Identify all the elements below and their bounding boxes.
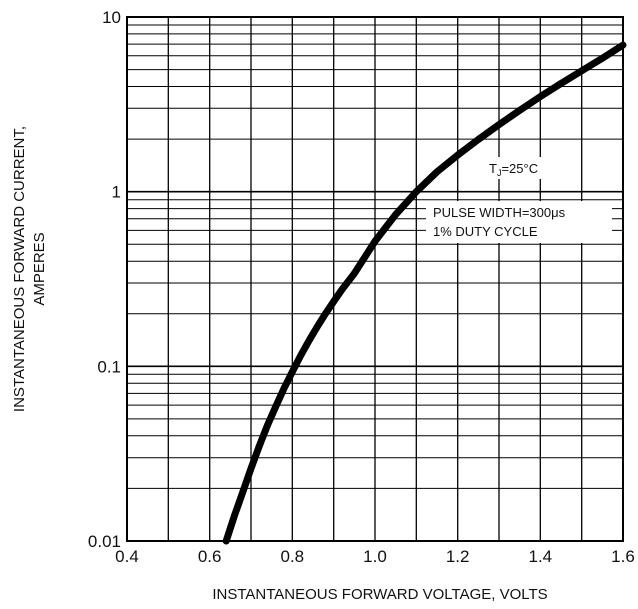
x-tick-label: 1.4 <box>529 547 553 566</box>
x-tick-label: 1.6 <box>611 547 635 566</box>
x-tick-label: 0.6 <box>198 547 222 566</box>
x-tick-label: 0.4 <box>115 547 139 566</box>
series-line <box>222 41 627 545</box>
y-tick-label: 0.01 <box>88 532 121 551</box>
annotation-tj-background <box>483 157 561 179</box>
x-tick-label: 1.2 <box>446 547 470 566</box>
x-axis-label: INSTANTANEOUS FORWARD VOLTAGE, VOLTS <box>212 586 547 603</box>
annotation-pulse-width: PULSE WIDTH=300μs <box>433 205 566 220</box>
grid <box>127 17 623 541</box>
y-tick-label: 0.1 <box>97 357 121 376</box>
y-tick-label: 1 <box>112 183 121 202</box>
y-axis-label-line-1: INSTANTANEOUS FORWARD CURRENT, <box>11 126 28 412</box>
annotation-pulse-background <box>426 201 612 243</box>
annotation-duty-cycle: 1% DUTY CYCLE <box>433 224 538 239</box>
annotation-junction-temp: TJ=25°C <box>489 161 538 178</box>
plot-frame <box>126 16 624 542</box>
y-tick-label: 10 <box>102 8 121 27</box>
y-axis-label-line-2: AMPERES <box>31 232 48 305</box>
y-tick-labels: 0.01 0.1 1 10 <box>88 8 121 551</box>
x-tick-label: 0.8 <box>281 547 305 566</box>
x-tick-labels: 0.4 0.6 0.8 1.0 1.2 1.4 1.6 <box>115 547 635 566</box>
x-tick-label: 1.0 <box>363 547 387 566</box>
